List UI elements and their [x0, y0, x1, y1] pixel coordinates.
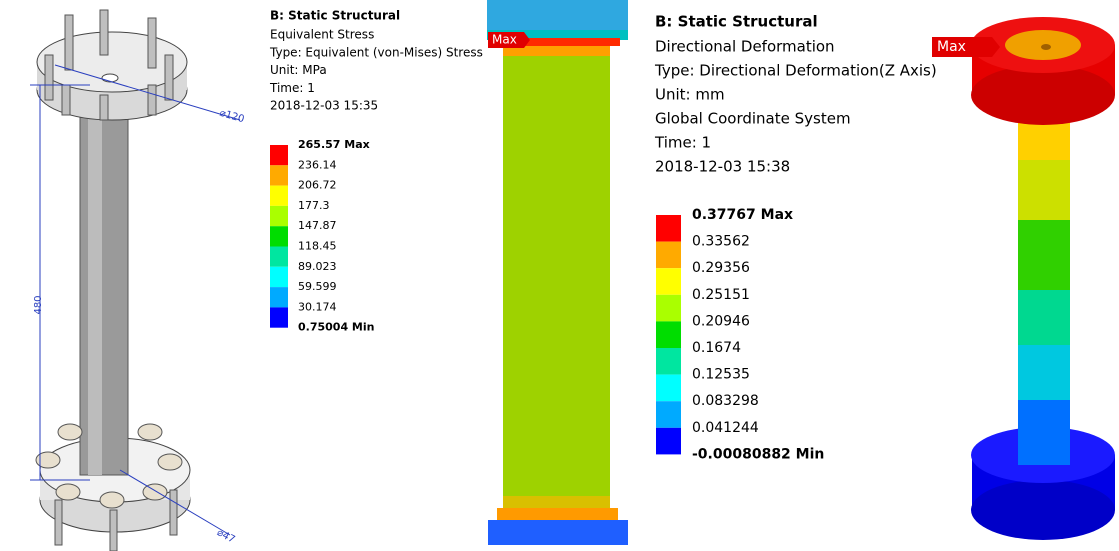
dimension-flange-diameter: ⌀120 [218, 108, 245, 125]
result-info: Unit: MPa [270, 63, 327, 77]
result-info: Time: 1 [654, 134, 711, 152]
cad-drawing: 480 ⌀120 ⌀47 [30, 10, 245, 551]
legend-swatch [656, 242, 681, 269]
dimension-height: 480 [33, 295, 44, 314]
dimension-pipe-diameter: ⌀47 [215, 527, 237, 546]
result-info: 2018-12-03 15:35 [270, 99, 378, 113]
legend-swatch [656, 428, 681, 455]
result-info: 2018-12-03 15:38 [655, 158, 790, 176]
legend-label: 30.174 [298, 300, 337, 313]
result-info: Unit: mm [655, 86, 725, 104]
deformation-contour: Max [932, 17, 1115, 540]
legend-label: 236.14 [298, 158, 337, 171]
legend-swatch [656, 295, 681, 322]
legend-label: 0.33562 [692, 234, 750, 250]
result-info: Type: Directional Deformation(Z Axis) [654, 62, 937, 80]
legend-label: 0.75004 Min [298, 321, 374, 334]
legend-swatch [656, 268, 681, 295]
legend-label: 118.45 [298, 240, 337, 253]
legend-swatch [270, 165, 288, 185]
result-title: B: Static Structural [270, 9, 400, 23]
result-info: Global Coordinate System [655, 110, 851, 128]
legend-swatch [270, 226, 288, 246]
stress-contour: Max [487, 0, 628, 545]
legend-label: 0.20946 [692, 313, 750, 329]
legend-swatch [656, 215, 681, 242]
legend-label: 0.083298 [692, 393, 759, 409]
result-info: Type: Equivalent (von-Mises) Stress [269, 45, 483, 59]
legend-label: 0.37767 Max [692, 207, 793, 223]
result-info: Equivalent Stress [270, 28, 374, 42]
legend-label: 0.25151 [692, 287, 750, 303]
legend-swatch [270, 307, 288, 327]
legend-swatch [270, 206, 288, 226]
max-tag: Max [492, 33, 517, 47]
legend-swatch [656, 375, 681, 402]
max-tag: Max [937, 39, 966, 55]
legend-swatch [270, 186, 288, 206]
legend-swatch [270, 267, 288, 287]
legend-swatch [656, 401, 681, 428]
legend-label: 89.023 [298, 260, 337, 273]
legend-swatch [270, 145, 288, 165]
result-info: Directional Deformation [655, 38, 835, 56]
legend-label: 147.87 [298, 219, 337, 232]
legend-label: -0.00080882 Min [692, 446, 824, 462]
legend-label: 0.29356 [692, 260, 750, 276]
legend-swatch [270, 287, 288, 307]
figure: 480 ⌀120 ⌀47 Max Ma [0, 0, 1119, 551]
legend-label: 0.12535 [692, 367, 750, 383]
legend-label: 177.3 [298, 199, 330, 212]
legend-swatch [270, 247, 288, 267]
legend-label: 206.72 [298, 179, 337, 192]
legend-label: 0.041244 [692, 420, 759, 436]
legend-swatch [656, 321, 681, 348]
legend-swatch [656, 348, 681, 375]
legend-label: 59.599 [298, 280, 337, 293]
result-title: B: Static Structural [655, 13, 818, 31]
legend-label: 265.57 Max [298, 138, 370, 151]
legend-label: 0.1674 [692, 340, 741, 356]
result-info: Time: 1 [269, 81, 315, 95]
